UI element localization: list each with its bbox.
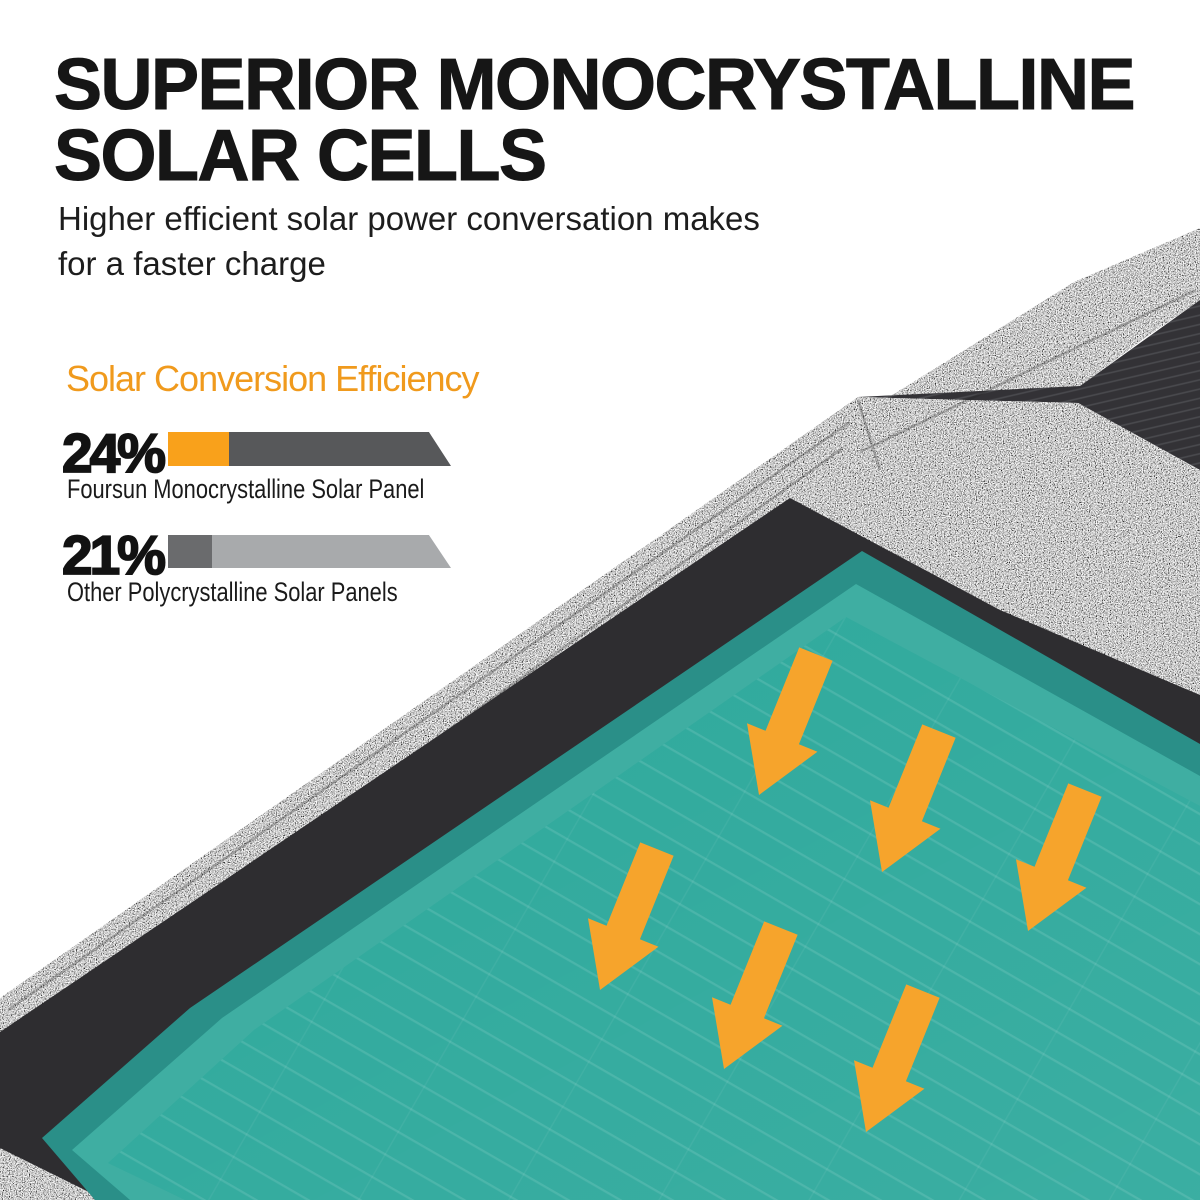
adjacent-panel-wedge [858, 300, 1200, 470]
fabric-corner-patch [0, 1148, 105, 1200]
